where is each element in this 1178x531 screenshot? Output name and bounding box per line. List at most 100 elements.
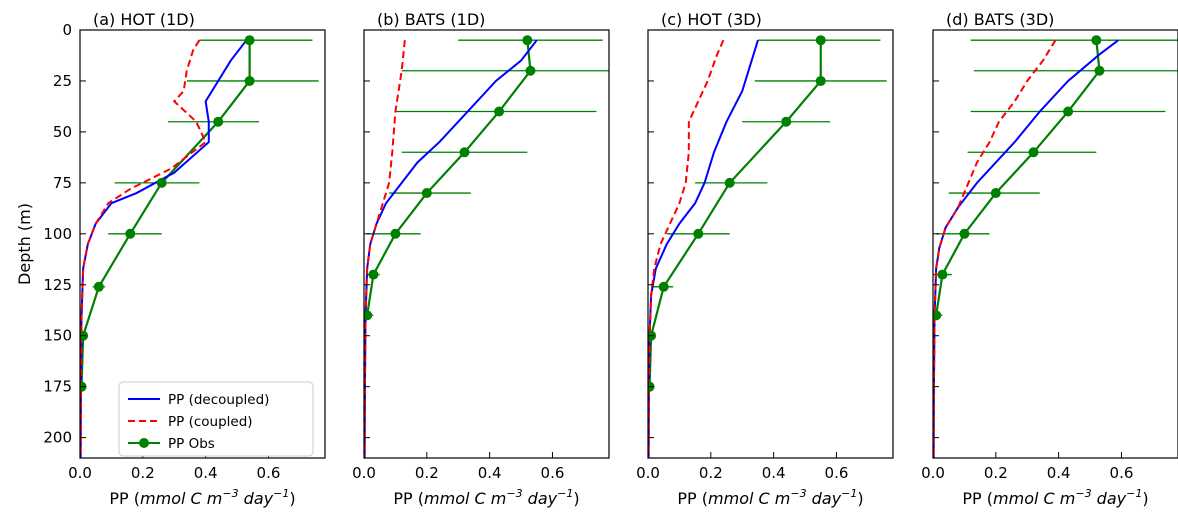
x-tick-label: 0.4 [1047,464,1071,482]
legend-label: PP Obs [168,436,215,452]
y-tick-label: 125 [43,276,72,294]
obs-point [1063,106,1074,117]
obs-line [366,40,532,316]
x-tick-label: 0.0 [352,464,376,482]
x-tick-label: 0.0 [636,464,660,482]
xlabel-prefix: PP ( [109,489,140,508]
axes-frame [932,29,1178,459]
obs-point [525,65,536,76]
xlabel-exp: −1 [557,487,573,500]
decoupled-line [933,39,1119,458]
obs-point [937,269,948,280]
x-tick-label: 0.0 [921,464,945,482]
obs-point [494,106,505,117]
y-tick-label: 0 [62,21,72,39]
xlabel-suffix: ) [573,489,579,508]
xlabel-unit: mmol C m [424,489,506,508]
xlabel-exp: −3 [222,487,238,500]
obs-point [213,116,224,127]
legend-label: PP (coupled) [168,414,253,430]
xlabel-unit: day [1092,489,1127,508]
obs-point [693,228,704,239]
xlabel-prefix: PP ( [962,489,993,508]
xlabel-suffix: ) [289,489,295,508]
panel-2: 0.0 0.2 0.4 0.6 (c) HOT (3D) PP (mmol C m−3 d… [636,10,894,508]
obs-point [459,147,470,158]
obs-point [156,177,167,188]
obs-line [80,40,251,387]
xlabel-suffix: ) [1142,489,1148,508]
y-tick-label: 100 [43,225,72,243]
x-tick-label: 0.6 [825,464,849,482]
legend-label: PP (decoupled) [168,392,269,408]
y-tick-label: 200 [43,429,72,447]
x-tick-label: 0.2 [699,464,723,482]
x-axis-label: PP (mmol C m−3 day−1) [109,487,295,508]
axes-frame [363,29,610,459]
coupled-line [933,39,1057,458]
obs-point [815,35,826,46]
obs-line [648,40,822,387]
legend: PP (decoupled) PP (coupled) PP Obs [118,381,314,457]
obs-point [421,188,432,199]
obs-point [658,281,669,292]
obs-point [244,35,255,46]
x-axis-label: PP (mmol C m−3 day−1) [962,487,1148,508]
x-axis-label: PP (mmol C m−3 day−1) [677,487,863,508]
x-tick-label: 0.2 [984,464,1008,482]
y-tick-label: 25 [53,72,72,90]
obs-point [781,116,792,127]
decoupled-line [648,39,759,458]
y-tick-label: 75 [53,174,72,192]
x-tick-label: 0.4 [478,464,502,482]
plot-area [933,35,1178,458]
coupled-line [364,40,406,458]
obs-point [1094,65,1105,76]
obs-point [1028,147,1039,158]
panel-title: (d) BATS (3D) [946,10,1054,29]
x-tick-label: 0.0 [68,464,92,482]
xlabel-suffix: ) [857,489,863,508]
x-tick-label: 0.4 [762,464,786,482]
obs-point [390,228,401,239]
obs-point [368,269,379,280]
xlabel-prefix: PP ( [393,489,424,508]
obs-line [935,40,1101,316]
y-tick-label: 150 [43,327,72,345]
xlabel-unit: day [523,489,558,508]
obs-point [933,310,942,321]
xlabel-unit: mmol C m [140,489,222,508]
y-tick-label: 50 [53,123,72,141]
panel-title: (a) HOT (1D) [93,10,195,29]
x-tick-label: 0.6 [541,464,565,482]
xlabel-unit: mmol C m [993,489,1075,508]
obs-point [724,177,735,188]
legend-box [118,381,314,457]
xlabel-exp: −3 [506,487,522,500]
xlabel-unit: day [807,489,842,508]
x-tick-label: 0.4 [194,464,218,482]
plot-area [80,35,319,458]
xlabel-unit: day [239,489,274,508]
axes-frame [647,29,894,459]
obs-point [959,228,970,239]
xlabel-exp: −3 [1075,487,1091,500]
coupled-line [648,39,725,458]
panel-title: (b) BATS (1D) [377,10,485,29]
xlabel-exp: −3 [790,487,806,500]
panel-0: 0.0 0.2 0.4 0.6 0 25 50 75 100 125 150 175 200 (a) HO… [43,10,326,508]
obs-point [522,35,533,46]
panel-title: (c) HOT (3D) [661,10,762,29]
x-tick-label: 0.2 [415,464,439,482]
y-axis-label: Depth (m) [15,203,34,285]
xlabel-unit: mmol C m [708,489,790,508]
obs-point [93,281,104,292]
obs-point [364,310,373,321]
obs-point [125,228,136,239]
obs-point [244,75,255,86]
obs-point [815,75,826,86]
legend-marker [139,438,149,448]
xlabel-prefix: PP ( [677,489,708,508]
panel-1: 0.0 0.2 0.4 0.6 (b) BATS (1D) PP (mmol C m−3 … [352,10,610,508]
